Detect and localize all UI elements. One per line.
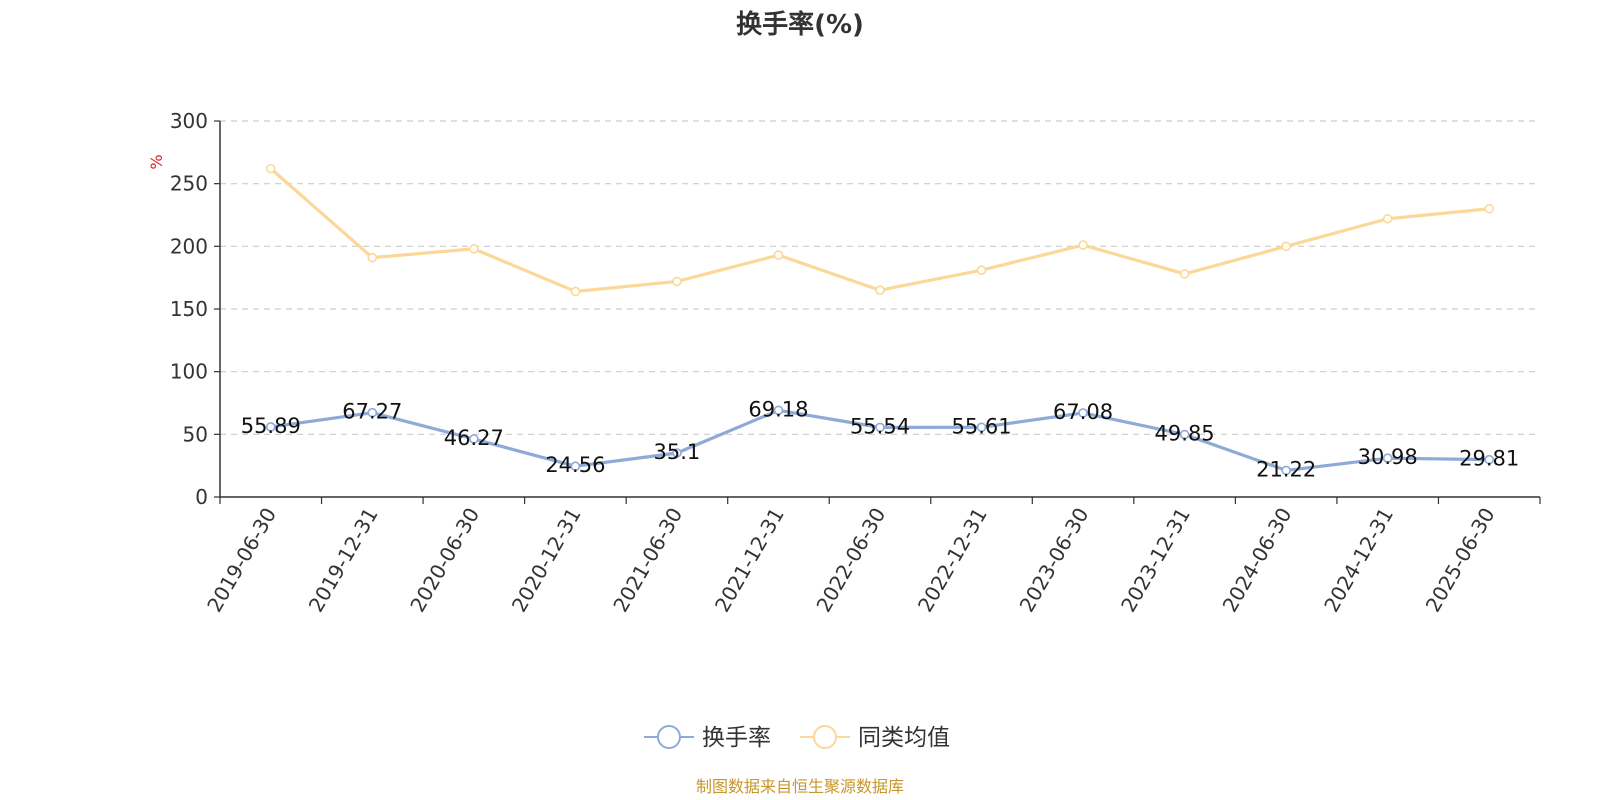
grid-lines — [220, 120, 1540, 435]
x-tick-label: 2024-12-31 — [1319, 504, 1398, 617]
data-point — [1281, 241, 1291, 252]
legend-item-同类均值[interactable]: 同类均值 — [800, 725, 950, 751]
data-point — [875, 285, 885, 296]
data-label: 24.56 — [545, 453, 605, 477]
data-point — [875, 422, 885, 433]
legend-marker-icon — [813, 725, 837, 749]
data-point — [570, 461, 581, 472]
data-source-note: 制图数据来自恒生聚源数据库 — [696, 777, 904, 796]
data-label: 35.1 — [654, 440, 701, 464]
x-tick-label: 2020-06-30 — [405, 504, 484, 617]
data-point — [1382, 453, 1393, 463]
y-tick-label: 0 — [195, 485, 208, 509]
data-point — [1382, 213, 1393, 224]
data-label: 55.54 — [850, 414, 910, 438]
x-tick-label: 2024-06-30 — [1218, 504, 1297, 617]
data-point — [1484, 203, 1495, 214]
x-tick-label: 2021-12-31 — [710, 504, 789, 617]
data-label: 69.18 — [748, 397, 808, 421]
data-point — [469, 434, 479, 444]
x-tick-label: 2023-12-31 — [1116, 504, 1195, 617]
y-tick-label: 300 — [170, 109, 208, 133]
legend-label: 同类均值 — [858, 725, 950, 751]
data-point — [265, 163, 276, 174]
x-tick-label: 2025-06-30 — [1421, 504, 1500, 617]
data-point — [1078, 240, 1088, 250]
legend-marker-icon — [657, 725, 681, 749]
data-label: 30.98 — [1358, 445, 1418, 469]
y-tick-label: 250 — [170, 172, 208, 196]
x-tick-label: 2023-06-30 — [1015, 504, 1094, 617]
x-tick-label: 2019-06-30 — [202, 504, 281, 617]
data-point — [469, 244, 479, 254]
x-tick-label: 2022-06-30 — [811, 504, 890, 617]
data-label: 67.27 — [342, 400, 402, 424]
chart-title: 换手率(%) — [736, 9, 864, 40]
data-label: 55.61 — [951, 414, 1011, 438]
data-label: 55.89 — [241, 414, 301, 438]
data-label: 21.22 — [1256, 457, 1316, 481]
data-point — [570, 286, 581, 297]
data-point — [773, 405, 784, 416]
x-tick-label: 2021-06-30 — [608, 504, 687, 617]
series-line-同类均值 — [269, 167, 1490, 294]
x-tick-label: 2020-12-31 — [507, 504, 586, 617]
data-point — [1179, 269, 1190, 279]
data-labels: 55.89 67.27 46.27 24.56 35.1 69.18 55.54 55.61 6… — [241, 397, 1520, 481]
axes: 0 50 100 150 200 250 300 2019-06-30 2019-12-31 20… — [170, 109, 1541, 617]
y-tick-label: 150 — [170, 297, 208, 321]
data-point — [367, 407, 378, 418]
x-tick-label: 2019-12-31 — [304, 504, 383, 617]
legend-item-换手率[interactable]: 换手率 — [644, 725, 771, 751]
y-tick-label: 50 — [183, 422, 208, 446]
x-tick-label: 2022-12-31 — [913, 504, 992, 617]
data-label: 29.81 — [1459, 447, 1519, 471]
legend-label: 换手率 — [702, 725, 771, 751]
data-point — [773, 250, 784, 260]
data-point — [1078, 408, 1088, 418]
data-label: 46.27 — [444, 426, 504, 450]
data-point — [976, 422, 987, 433]
data-point — [1281, 465, 1291, 476]
data-point — [1179, 429, 1190, 440]
y-axis-unit-label: % — [147, 154, 166, 169]
data-point — [672, 276, 682, 287]
data-label: 67.08 — [1053, 400, 1113, 424]
series-lines — [265, 163, 1495, 476]
data-point — [976, 265, 987, 275]
data-point — [672, 448, 682, 458]
data-label: 49.85 — [1155, 422, 1215, 446]
y-tick-label: 100 — [170, 360, 208, 384]
legend[interactable]: 换手率 同类均值 — [644, 725, 950, 751]
data-point — [265, 422, 276, 432]
data-point — [367, 252, 378, 263]
data-point — [1484, 454, 1495, 465]
y-tick-label: 200 — [170, 234, 208, 258]
